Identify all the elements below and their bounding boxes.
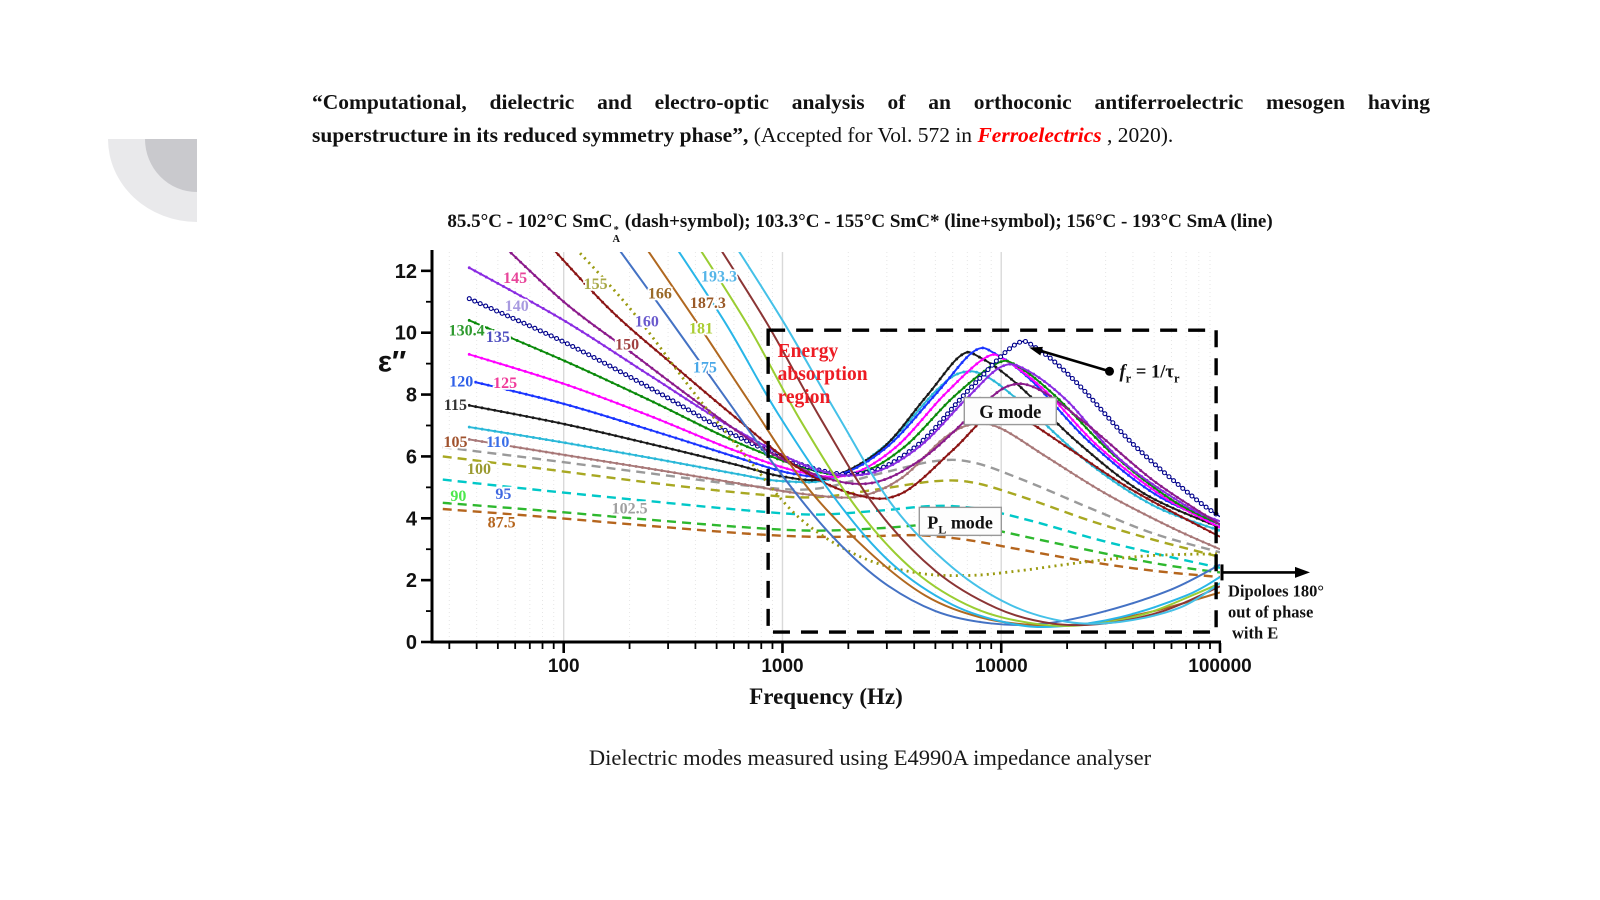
x-tick-label: 100000 <box>1188 656 1251 677</box>
series-181 <box>700 252 1220 627</box>
series-label-102.5: 102.5 <box>612 500 648 517</box>
series-label-95: 95 <box>495 486 511 503</box>
series-line-90 <box>442 501 1220 574</box>
paper-title-line2: superstructure in its reduced symmetry p… <box>312 119 1430 152</box>
series-label-110: 110 <box>486 434 509 451</box>
series-130.4 <box>467 318 1220 526</box>
energy-absorption-box <box>766 328 1218 634</box>
y-tick-label: 8 <box>406 385 417 407</box>
series-line-193.3 <box>738 252 1220 625</box>
svg-text:Energy: Energy <box>778 341 839 362</box>
series-label-175: 175 <box>693 360 717 377</box>
y-tick-label: 4 <box>406 508 418 530</box>
y-tick-label: 2 <box>406 570 417 592</box>
series-line-155 <box>576 252 1220 577</box>
paper-title-line2-bold: superstructure in its reduced symmetry p… <box>312 123 749 147</box>
series-curves <box>442 252 1220 628</box>
series-label-87.5: 87.5 <box>488 515 516 532</box>
series-label-135: 135 <box>486 329 510 346</box>
series-100 <box>442 455 1220 559</box>
series-label-120: 120 <box>449 374 473 391</box>
svg-text:out of phase: out of phase <box>1228 602 1313 621</box>
x-axis-title: Frequency (Hz) <box>749 684 903 709</box>
g-mode-label: G mode <box>963 396 1057 426</box>
pl-mode-label: PL mode <box>918 506 1003 536</box>
series-line-181 <box>700 252 1220 627</box>
series-line-102.5 <box>442 445 1220 554</box>
svg-text:region: region <box>778 387 831 408</box>
paper-title-line1: “Computational, dielectric and electro-o… <box>312 90 1430 114</box>
series-193.3 <box>738 252 1220 625</box>
svg-text:G mode: G mode <box>979 403 1041 423</box>
series-label-130.4: 130.4 <box>449 323 485 340</box>
series-label-155: 155 <box>584 276 608 293</box>
series-label-193.3: 193.3 <box>701 268 737 285</box>
axes: 100 1000 10000 100000 0 2 4 6 8 10 12 ε″ Frequency (… <box>378 250 1252 709</box>
series-110 <box>467 369 1220 532</box>
series-label-115: 115 <box>444 397 467 414</box>
x-tick-label: 1000 <box>761 656 803 677</box>
series-187.3 <box>721 252 1220 627</box>
corner-decoration <box>108 139 197 222</box>
series-105 <box>467 421 1220 551</box>
series-label-125: 125 <box>493 375 517 392</box>
series-line-187.3 <box>721 252 1220 627</box>
smca-sub-sup: * A <box>612 224 620 245</box>
series-label-100: 100 <box>467 461 491 478</box>
series-90 <box>442 501 1220 574</box>
series-line-110 <box>469 370 1220 532</box>
y-axis-title: ε″ <box>378 345 407 378</box>
series-95 <box>442 478 1220 569</box>
dielectric-plot: 100 1000 10000 100000 0 2 4 6 8 10 12 ε″ Frequency (… <box>378 250 1324 709</box>
x-tick-label: 10000 <box>975 656 1028 677</box>
series-label-166: 166 <box>648 285 672 302</box>
dipoles-annotation: Dipoloes 180° out of phase with E <box>1220 564 1324 642</box>
svg-text:fr = 1/τr: fr = 1/τr <box>1120 362 1180 385</box>
figure-caption: Dielectric modes measured using E4990A i… <box>588 745 1152 770</box>
y-tick-label: 0 <box>406 632 417 654</box>
series-label-160: 160 <box>635 313 659 330</box>
series-line-175 <box>677 252 1220 628</box>
svg-text:absorption: absorption <box>778 364 868 385</box>
svg-text:with E: with E <box>1232 623 1278 642</box>
series-label-140: 140 <box>505 298 529 315</box>
series-line-100 <box>442 455 1220 559</box>
svg-text:Dipoloes 180°: Dipoloes 180° <box>1228 581 1324 600</box>
journal-name: Ferroelectrics <box>977 123 1102 147</box>
chart-title: 85.5°C - 102°C SmC * A (dash+symbol); 103.… <box>447 211 1273 245</box>
series-label-90: 90 <box>450 488 466 505</box>
paper-title-year: , 2020). <box>1101 123 1174 147</box>
relaxation-frequency-label: fr = 1/τr <box>1029 346 1180 385</box>
paper-title-accepted: (Accepted for Vol. 572 in <box>748 123 978 147</box>
series-155 <box>576 252 1220 577</box>
x-tick-label: 100 <box>548 656 580 677</box>
series-115 <box>467 350 1220 529</box>
series-label-145: 145 <box>503 270 527 287</box>
series-line-160 <box>619 252 1220 626</box>
series-102.5 <box>442 445 1220 554</box>
series-140 <box>467 266 1220 523</box>
series-label-181: 181 <box>689 320 713 337</box>
series-label-105: 105 <box>443 434 467 451</box>
series-line-145 <box>508 252 1220 526</box>
series-150 <box>554 252 1220 538</box>
series-125 <box>467 352 1220 529</box>
svg-text:PL mode: PL mode <box>927 512 993 536</box>
series-175 <box>677 252 1220 628</box>
series-label-187.3: 187.3 <box>690 295 726 312</box>
y-tick-label: 6 <box>406 446 417 468</box>
y-tick-label: 10 <box>395 323 417 345</box>
series-label-150: 150 <box>615 337 639 354</box>
dielectric-chart: 85.5°C - 102°C SmC * A (dash+symbol); 103.… <box>370 205 1430 715</box>
series-line-115 <box>469 351 1220 529</box>
series-line-95 <box>442 478 1220 569</box>
series-160 <box>619 252 1220 626</box>
paper-title: “Computational, dielectric and electro-o… <box>312 86 1430 152</box>
y-tick-label: 12 <box>395 261 417 283</box>
